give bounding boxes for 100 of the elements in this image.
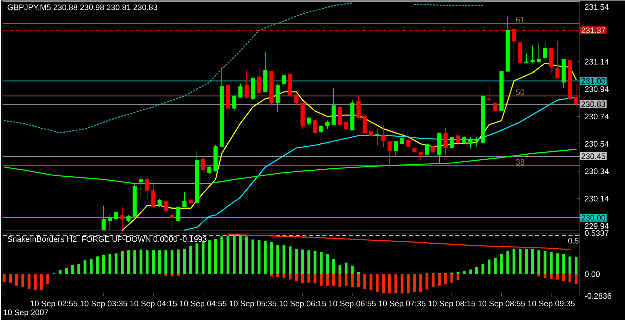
bar	[394, 274, 398, 294]
bar	[152, 250, 156, 274]
candlestick	[356, 96, 361, 118]
candlestick	[152, 183, 156, 208]
bar	[177, 250, 180, 274]
candlestick	[120, 206, 125, 231]
bar	[65, 268, 68, 274]
candlestick	[232, 94, 237, 112]
candlestick	[369, 123, 374, 136]
bar	[376, 274, 379, 292]
bar	[78, 264, 80, 274]
candlestick	[537, 42, 542, 62]
candlestick	[182, 192, 187, 208]
candlestick	[518, 42, 522, 64]
bar	[332, 258, 336, 274]
bar	[289, 274, 292, 280]
bar	[289, 246, 292, 274]
candlestick	[306, 116, 312, 127]
candlestick	[562, 58, 566, 88]
candlestick	[362, 114, 368, 134]
bar	[214, 238, 218, 274]
candlestick	[238, 83, 243, 98]
bar	[158, 250, 162, 274]
bar	[15, 274, 18, 286]
bar	[3, 274, 6, 282]
bar	[114, 254, 118, 274]
bar	[190, 246, 192, 274]
bar	[550, 274, 553, 279]
bar	[282, 245, 286, 274]
bar	[308, 274, 310, 283]
bar	[420, 274, 422, 292]
candlestick	[164, 201, 168, 213]
bar	[264, 241, 267, 274]
bar	[574, 257, 578, 274]
candlestick	[313, 118, 318, 134]
bar	[531, 248, 534, 274]
bar	[183, 248, 186, 274]
candlestick	[556, 41, 560, 79]
candlestick	[444, 127, 448, 156]
candlestick	[201, 157, 206, 174]
candlestick	[244, 70, 249, 100]
bar	[562, 254, 566, 274]
bar	[270, 242, 274, 274]
candlestick	[512, 28, 516, 64]
bar	[164, 250, 168, 274]
bar	[550, 252, 553, 274]
bar	[320, 252, 323, 274]
bar	[208, 240, 211, 274]
bar	[519, 248, 522, 274]
bar	[46, 274, 50, 284]
bar	[556, 274, 560, 280]
bar	[568, 256, 572, 274]
candlestick	[145, 175, 150, 198]
bar	[525, 248, 528, 274]
bar	[506, 251, 510, 274]
bar	[245, 236, 248, 274]
bar	[407, 274, 410, 294]
bar	[220, 236, 224, 274]
bar	[202, 241, 205, 274]
bar	[233, 235, 236, 274]
bar	[344, 262, 348, 274]
bar	[258, 240, 261, 274]
bar	[84, 260, 87, 274]
candlestick	[418, 152, 424, 161]
bar	[476, 267, 478, 274]
bar	[170, 250, 174, 274]
bar	[450, 274, 454, 283]
bar	[196, 244, 199, 274]
candlestick	[549, 48, 554, 74]
bar	[127, 250, 130, 274]
candlestick	[450, 136, 454, 148]
bar	[344, 274, 348, 286]
bar	[102, 255, 106, 274]
candlestick	[251, 76, 256, 101]
bar	[252, 240, 255, 274]
bar	[556, 254, 560, 274]
bar	[364, 274, 366, 289]
candlestick	[487, 83, 492, 101]
bar	[388, 274, 392, 294]
bar	[121, 251, 124, 274]
bar	[71, 265, 74, 274]
bar	[96, 256, 100, 274]
line-series	[184, 96, 577, 231]
bar	[134, 250, 136, 274]
bar	[58, 270, 62, 274]
bar	[463, 271, 466, 274]
candlestick	[288, 72, 292, 98]
bar	[438, 274, 441, 286]
bar	[320, 274, 323, 286]
candlestick	[226, 83, 230, 118]
bar	[482, 264, 485, 274]
bar	[226, 236, 230, 274]
bar	[512, 248, 516, 274]
candlestick	[170, 206, 174, 231]
bar	[90, 258, 93, 274]
candlestick	[257, 67, 262, 94]
bar	[538, 274, 540, 277]
bar	[308, 250, 310, 274]
candlestick	[176, 206, 181, 222]
bar	[22, 274, 24, 288]
